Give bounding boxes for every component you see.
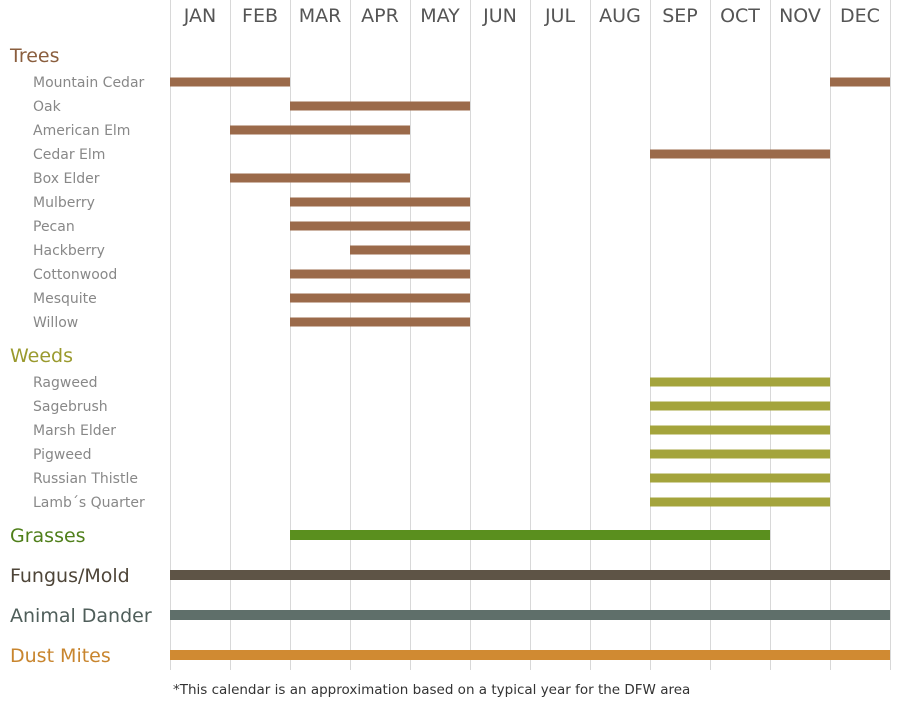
item-label-marsh-elder: Marsh Elder: [33, 423, 116, 439]
group-label-weeds: Weeds: [10, 345, 73, 367]
grid-layer: [170, 0, 891, 670]
item-label-pigweed: Pigweed: [33, 447, 91, 463]
american-elm-bar-0: [230, 125, 410, 135]
month-label-feb: FEB: [242, 5, 278, 27]
item-label-lamb-s-quarter: Lamb´s Quarter: [33, 495, 145, 511]
row-labels: Trees Mountain Cedar Oak American Elm Cedar …: [9, 45, 152, 667]
month-label-jan: JAN: [183, 5, 216, 27]
mountain-cedar-bar-0: [170, 77, 290, 87]
item-label-mountain-cedar: Mountain Cedar: [33, 75, 145, 91]
willow-bar-0: [290, 317, 470, 327]
month-label-aug: AUG: [599, 5, 641, 27]
item-label-mulberry: Mulberry: [33, 195, 95, 211]
animal-dander-bar-0: [170, 610, 890, 620]
mesquite-bar-0: [290, 293, 470, 303]
footnote: *This calendar is an approximation based…: [173, 682, 690, 698]
month-label-apr: APR: [361, 5, 399, 27]
item-label-russian-thistle: Russian Thistle: [33, 471, 138, 487]
item-label-pecan: Pecan: [33, 219, 75, 235]
cottonwood-bar-0: [290, 269, 470, 279]
group-label-grasses: Grasses: [10, 525, 86, 547]
group-label-fungus-mold: Fungus/Mold: [10, 565, 130, 587]
item-label-oak: Oak: [33, 99, 62, 115]
cedar-elm-bar-0: [650, 149, 830, 159]
month-label-jun: JUN: [482, 5, 517, 27]
dust-mites-bar-0: [170, 650, 890, 660]
sagebrush-bar-0: [650, 401, 830, 411]
item-label-cottonwood: Cottonwood: [33, 267, 117, 283]
hackberry-bar-0: [350, 245, 470, 255]
month-labels: JAN FEB MAR APR MAY JUN JUL AUG SEP OCT NOV DEC: [183, 5, 880, 27]
month-label-jul: JUL: [544, 5, 576, 27]
month-label-mar: MAR: [299, 5, 342, 27]
pigweed-bar-0: [650, 449, 830, 459]
item-label-box-elder: Box Elder: [33, 171, 100, 187]
item-label-mesquite: Mesquite: [33, 291, 97, 307]
item-label-ragweed: Ragweed: [33, 375, 97, 391]
month-label-may: MAY: [420, 5, 460, 27]
item-label-hackberry: Hackberry: [33, 243, 105, 259]
month-label-oct: OCT: [720, 5, 760, 27]
month-label-nov: NOV: [779, 5, 821, 27]
item-label-willow: Willow: [33, 315, 78, 331]
grasses-bar-0: [290, 530, 770, 540]
group-label-trees: Trees: [9, 45, 60, 67]
month-label-dec: DEC: [840, 5, 880, 27]
group-label-dust-mites: Dust Mites: [10, 645, 111, 667]
mulberry-bar-0: [290, 197, 470, 207]
fungus-mold-bar-0: [170, 570, 890, 580]
marsh-elder-bar-0: [650, 425, 830, 435]
item-label-cedar-elm: Cedar Elm: [33, 147, 105, 163]
bars: [170, 77, 890, 660]
russian-thistle-bar-0: [650, 473, 830, 483]
ragweed-bar-0: [650, 377, 830, 387]
box-elder-bar-0: [230, 173, 410, 183]
item-label-american-elm: American Elm: [33, 123, 130, 139]
item-label-sagebrush: Sagebrush: [33, 399, 108, 415]
pecan-bar-0: [290, 221, 470, 231]
oak-bar-0: [290, 101, 470, 111]
group-label-animal-dander: Animal Dander: [10, 605, 152, 627]
mountain-cedar-bar-1: [830, 77, 890, 87]
month-label-sep: SEP: [662, 5, 698, 27]
lamb-s-quarter-bar-0: [650, 497, 830, 507]
